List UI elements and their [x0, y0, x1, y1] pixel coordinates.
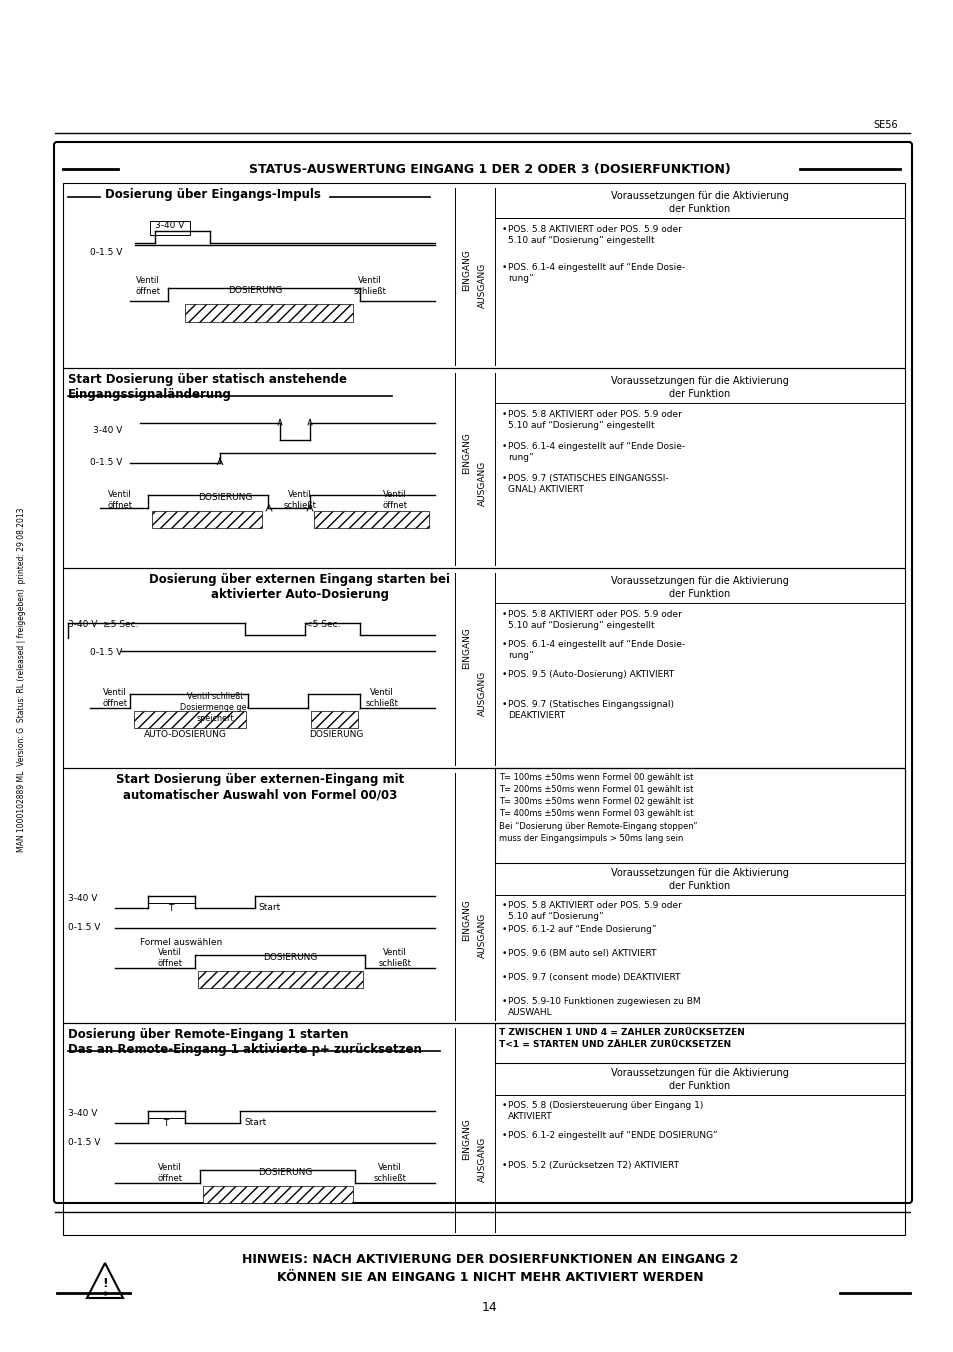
Text: POS. 5.8 AKTIVIERT oder POS. 5.9 oder
5.10 auf “Dosierung” eingestellt: POS. 5.8 AKTIVIERT oder POS. 5.9 oder 5.…: [507, 224, 681, 245]
Text: EINGANG: EINGANG: [462, 1118, 471, 1160]
Text: 0-1.5 V: 0-1.5 V: [68, 1138, 100, 1146]
Text: KÖNNEN SIE AN EINGANG 1 NICHT MEHR AKTIVIERT WERDEN: KÖNNEN SIE AN EINGANG 1 NICHT MEHR AKTIV…: [276, 1271, 702, 1284]
Text: Start Dosierung über externen-Eingang mit
automatischer Auswahl von Formel 00/03: Start Dosierung über externen-Eingang mi…: [115, 773, 404, 800]
Text: •: •: [501, 973, 506, 982]
Text: Voraussetzungen für die Aktivierung
der Funktion: Voraussetzungen für die Aktivierung der …: [611, 376, 788, 399]
Text: POS. 6.1-4 eingestellt auf “Ende Dosie-
rung”: POS. 6.1-4 eingestellt auf “Ende Dosie- …: [507, 639, 684, 660]
Text: MAN 1000102889 ML  Version: G  Status: RL (released | freigegeben)  printed: 29.: MAN 1000102889 ML Version: G Status: RL …: [17, 508, 27, 852]
Text: SE56: SE56: [872, 120, 897, 130]
Bar: [63, 368, 904, 568]
Text: Dosierung über Remote-Eingang 1 starten
Das an Remote-Eingang 1 aktivierte p+ zu: Dosierung über Remote-Eingang 1 starten …: [68, 1028, 421, 1056]
Bar: [185, 304, 353, 322]
Text: POS. 9.6 (BM auto sel) AKTIVIERT: POS. 9.6 (BM auto sel) AKTIVIERT: [507, 949, 656, 959]
Text: HINWEIS: NACH AKTIVIERUNG DER DOSIERFUNKTIONEN AN EINGANG 2: HINWEIS: NACH AKTIVIERUNG DER DOSIERFUNK…: [241, 1253, 738, 1265]
Text: •: •: [501, 442, 506, 452]
Text: Voraussetzungen für die Aktivierung
der Funktion: Voraussetzungen für die Aktivierung der …: [611, 191, 788, 214]
Text: •: •: [501, 475, 506, 483]
Text: AUSGANG: AUSGANG: [477, 262, 486, 308]
Text: Ventil
öffnet: Ventil öffnet: [157, 1163, 182, 1183]
Bar: [63, 768, 904, 1023]
Text: •: •: [501, 700, 506, 708]
Text: POS. 9.7 (STATISCHES EINGANGSSI-
GNAL) AKTIVIERT: POS. 9.7 (STATISCHES EINGANGSSI- GNAL) A…: [507, 475, 668, 493]
Text: •: •: [501, 410, 506, 419]
Text: EINGANG: EINGANG: [462, 433, 471, 475]
Text: •: •: [501, 639, 506, 649]
Text: T= 100ms ±50ms wenn Formel 00 gewählt ist
T= 200ms ±50ms wenn Formel 01 gewählt : T= 100ms ±50ms wenn Formel 00 gewählt is…: [498, 773, 697, 842]
Text: •: •: [501, 610, 506, 619]
Text: Ventil
öffnet: Ventil öffnet: [108, 489, 132, 510]
Text: T ZWISCHEN 1 UND 4 = ZAHLER ZURÜCKSETZEN
T<1 = STARTEN UND ZÄHLER ZURÜCKSETZEN: T ZWISCHEN 1 UND 4 = ZAHLER ZURÜCKSETZEN…: [498, 1028, 744, 1049]
Text: POS. 6.1-4 eingestellt auf “Ende Dosie-
rung”: POS. 6.1-4 eingestellt auf “Ende Dosie- …: [507, 442, 684, 462]
Text: AUSGANG: AUSGANG: [477, 461, 486, 506]
Text: !: !: [102, 1278, 108, 1290]
Text: POS. 5.8 AKTIVIERT oder POS. 5.9 oder
5.10 auf “Dosierung” eingestellt: POS. 5.8 AKTIVIERT oder POS. 5.9 oder 5.…: [507, 410, 681, 430]
Polygon shape: [87, 1263, 123, 1298]
Text: DOSIERUNG: DOSIERUNG: [228, 287, 282, 295]
Text: 3-40 V  ≥5 Sec.: 3-40 V ≥5 Sec.: [68, 621, 138, 629]
Text: T: T: [168, 904, 173, 913]
Text: Ventil
öffnet: Ventil öffnet: [135, 276, 160, 296]
Bar: [314, 511, 429, 529]
Text: 0-1.5 V: 0-1.5 V: [90, 458, 122, 466]
Text: DOSIERUNG: DOSIERUNG: [257, 1168, 312, 1178]
Text: Ventil
öffnet: Ventil öffnet: [157, 948, 182, 968]
Text: Ventil schließt
Dosiermenge ge-
speichert: Ventil schließt Dosiermenge ge- speicher…: [180, 692, 250, 723]
Bar: [133, 711, 246, 727]
Text: Ventil
schließt: Ventil schließt: [378, 948, 411, 968]
Text: DOSIERUNG: DOSIERUNG: [309, 730, 363, 740]
Text: POS. 9.7 (consent mode) DEAKTIVIERT: POS. 9.7 (consent mode) DEAKTIVIERT: [507, 973, 679, 982]
Text: POS. 9.5 (Auto-Dosierung) AKTIVIERT: POS. 9.5 (Auto-Dosierung) AKTIVIERT: [507, 671, 674, 679]
Text: Dosierung über externen Eingang starten bei
aktivierter Auto-Dosierung: Dosierung über externen Eingang starten …: [150, 573, 450, 602]
Text: Voraussetzungen für die Aktivierung
der Funktion: Voraussetzungen für die Aktivierung der …: [611, 1068, 788, 1091]
Text: 0-1.5 V: 0-1.5 V: [90, 648, 122, 657]
Text: Start: Start: [257, 903, 280, 913]
Bar: [198, 971, 363, 988]
FancyBboxPatch shape: [54, 142, 911, 1203]
Text: •: •: [501, 1161, 506, 1169]
Text: •: •: [501, 671, 506, 679]
Bar: [63, 1023, 904, 1234]
Text: POS. 5.8 AKTIVIERT oder POS. 5.9 oder
5.10 auf “Dosierung”: POS. 5.8 AKTIVIERT oder POS. 5.9 oder 5.…: [507, 900, 681, 921]
Text: <5 Sec.: <5 Sec.: [305, 621, 340, 629]
Text: •: •: [501, 900, 506, 910]
Text: Voraussetzungen für die Aktivierung
der Funktion: Voraussetzungen für die Aktivierung der …: [611, 868, 788, 891]
Text: Ventil
schließt: Ventil schließt: [354, 276, 386, 296]
Text: Ventil
öffnet: Ventil öffnet: [382, 489, 407, 510]
Bar: [495, 1023, 904, 1063]
Text: T: T: [163, 1119, 169, 1128]
Text: EINGANG: EINGANG: [462, 249, 471, 291]
Text: •: •: [501, 264, 506, 272]
Text: •: •: [501, 1101, 506, 1110]
Text: AUTO-DOSIERUNG: AUTO-DOSIERUNG: [143, 730, 226, 740]
Text: •: •: [501, 925, 506, 934]
Text: 3-40 V: 3-40 V: [68, 894, 97, 903]
Text: •: •: [501, 224, 506, 234]
Bar: [203, 1186, 353, 1203]
Text: POS. 5.8 (Dosiersteuerung über Eingang 1)
AKTIVIERT: POS. 5.8 (Dosiersteuerung über Eingang 1…: [507, 1101, 702, 1121]
Text: DOSIERUNG: DOSIERUNG: [197, 493, 252, 502]
Text: •: •: [501, 1132, 506, 1140]
Text: POS. 6.1-2 eingestellt auf “ENDE DOSIERUNG”: POS. 6.1-2 eingestellt auf “ENDE DOSIERU…: [507, 1132, 717, 1140]
Text: 3-40 V: 3-40 V: [154, 220, 184, 230]
Text: Ventil
schließt: Ventil schließt: [365, 688, 398, 708]
Text: •: •: [501, 996, 506, 1006]
Text: Formel auswählen: Formel auswählen: [140, 938, 222, 946]
Text: 0-1.5 V: 0-1.5 V: [68, 923, 100, 932]
Text: •: •: [501, 949, 506, 959]
Text: POS. 6.1-2 auf “Ende Dosierung”: POS. 6.1-2 auf “Ende Dosierung”: [507, 925, 656, 934]
Bar: [311, 711, 357, 727]
Text: Start: Start: [244, 1118, 266, 1128]
Text: 0-1.5 V: 0-1.5 V: [90, 247, 122, 257]
Bar: [63, 183, 904, 368]
Text: Dosierung über Eingangs-Impuls: Dosierung über Eingangs-Impuls: [105, 188, 320, 201]
Text: Ventil
schließt: Ventil schließt: [283, 489, 316, 510]
Bar: [152, 511, 262, 529]
Text: AUSGANG: AUSGANG: [477, 671, 486, 715]
Text: 3-40 V: 3-40 V: [68, 1109, 97, 1118]
Text: POS. 9.7 (Statisches Eingangssignal)
DEAKTIVIERT: POS. 9.7 (Statisches Eingangssignal) DEA…: [507, 700, 673, 721]
Bar: [150, 220, 190, 235]
Text: Start Dosierung über statisch anstehende
Eingangssignaländerung: Start Dosierung über statisch anstehende…: [68, 373, 347, 402]
Text: 3-40 V: 3-40 V: [92, 426, 122, 435]
Text: Ventil
öffnet: Ventil öffnet: [102, 688, 128, 708]
Text: STATUS-AUSWERTUNG EINGANG 1 DER 2 ODER 3 (DOSIERFUNKTION): STATUS-AUSWERTUNG EINGANG 1 DER 2 ODER 3…: [249, 164, 730, 176]
